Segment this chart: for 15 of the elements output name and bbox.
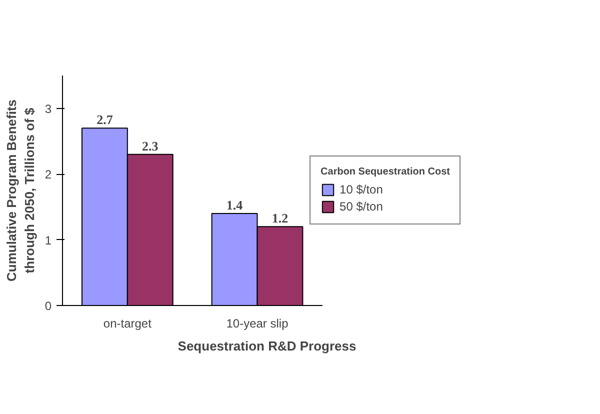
data-label: 2.7 <box>96 112 114 128</box>
legend-title: Carbon Sequestration Cost <box>320 166 450 178</box>
x-axis-title: Sequestration R&D Progress <box>178 338 356 354</box>
legend-label: 10 $/ton <box>340 182 383 196</box>
data-label: 1.4 <box>226 198 244 212</box>
y-tick-label: 3 <box>44 102 52 116</box>
y-tick-label: 0 <box>44 299 52 313</box>
legend-label: 50 $/ton <box>340 200 383 214</box>
y-tick-label: 2 <box>44 168 52 182</box>
data-label: 1.2 <box>272 210 288 226</box>
y-tick-label: 1 <box>44 233 52 248</box>
data-label: 2.3 <box>142 138 159 154</box>
y-axis-title: Cumulative Program Benefits through 2050, Trillions of $ <box>4 99 37 282</box>
x-tick-label: on-target <box>103 316 152 330</box>
x-tick-label: 10-year slip <box>226 316 289 330</box>
